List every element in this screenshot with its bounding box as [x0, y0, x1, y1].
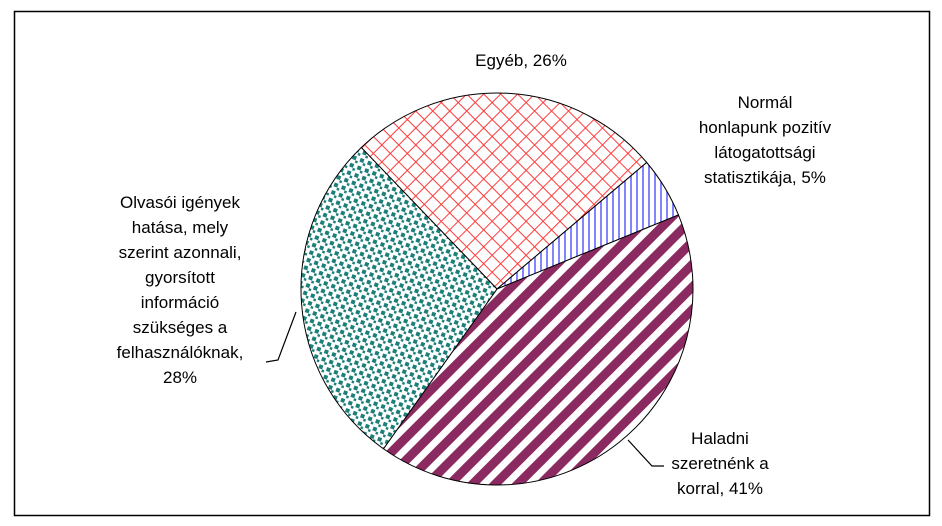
pie-slice	[300, 146, 498, 450]
pie-slice	[382, 214, 694, 486]
pie-slice	[360, 92, 648, 290]
leader-line	[265, 311, 297, 363]
leader-line	[627, 439, 664, 467]
data-label: Olvasói igények hatása, mely szerint azonn…	[117, 193, 244, 387]
data-label: Normál honlapunk pozitív látogatottsági sta…	[699, 93, 832, 187]
data-label: Egyéb, 26%	[475, 51, 567, 70]
data-label: Haladni szeretnénk a korral, 41%	[671, 429, 769, 498]
